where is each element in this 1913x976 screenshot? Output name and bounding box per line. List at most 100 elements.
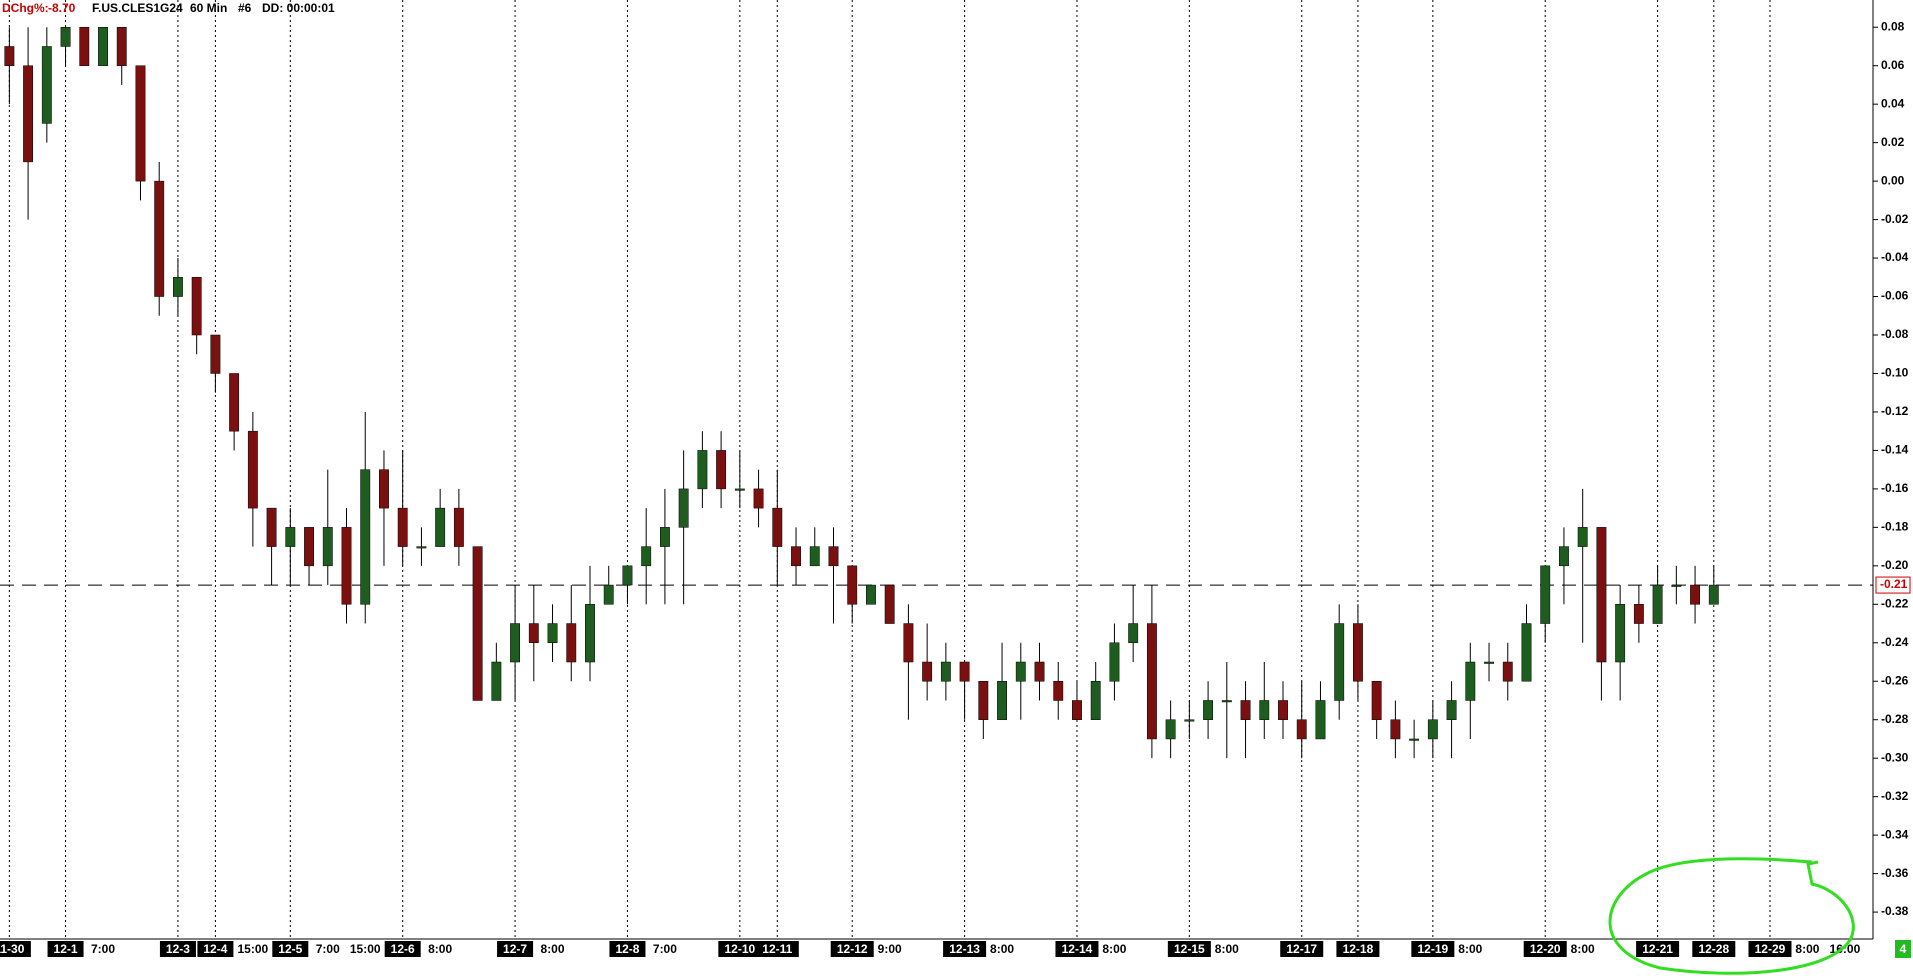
candle-body bbox=[397, 507, 408, 547]
x-tick-label: 12-20 bbox=[1530, 942, 1561, 956]
candle-body bbox=[491, 661, 502, 701]
candle-body bbox=[622, 565, 633, 586]
candle-body bbox=[154, 180, 165, 297]
candle-body bbox=[884, 584, 895, 624]
candle-body bbox=[528, 623, 539, 644]
candle-body bbox=[659, 527, 670, 547]
status: 4 bbox=[1900, 942, 1907, 956]
x-tick-label: 8:00 bbox=[1215, 942, 1239, 956]
candle-body bbox=[1502, 661, 1513, 682]
x-tick-label: 12-28 bbox=[1698, 942, 1729, 956]
y-tick-label: -0.22 bbox=[1881, 596, 1909, 610]
date-label-box bbox=[718, 941, 762, 957]
x-tick-label: 8:00 bbox=[1458, 942, 1482, 956]
candle-body bbox=[1053, 680, 1064, 701]
candle-body bbox=[23, 65, 34, 163]
grid-layer bbox=[0, 0, 1873, 939]
candle-body bbox=[229, 373, 240, 432]
y-tick-label: -0.32 bbox=[1881, 789, 1909, 803]
x-tick-label: 8:00 bbox=[1571, 942, 1595, 956]
candle-body bbox=[1090, 680, 1101, 720]
y-tick-label: 0.02 bbox=[1881, 135, 1905, 149]
x-tick-label: 9:00 bbox=[878, 942, 902, 956]
x-tick-label: 12-6 bbox=[391, 942, 415, 956]
candle-body bbox=[1409, 738, 1420, 741]
candle-body bbox=[285, 527, 296, 547]
x-tick-label: 8:00 bbox=[541, 942, 565, 956]
x-tick-label: 7:00 bbox=[91, 942, 115, 956]
x-tick-label: 12-13 bbox=[949, 942, 980, 956]
y-tick-label: -0.34 bbox=[1881, 827, 1909, 841]
last-price-box bbox=[1875, 576, 1911, 594]
date-label-box bbox=[159, 941, 196, 957]
y-tick-label: 0.06 bbox=[1881, 58, 1905, 72]
chart-number: #6 bbox=[238, 1, 252, 15]
candle-body bbox=[79, 26, 90, 66]
interval: 60 Min bbox=[190, 1, 227, 15]
symbol: F.US.CLES1G24 bbox=[92, 1, 183, 15]
date-label-box bbox=[384, 941, 421, 957]
candle-body bbox=[135, 65, 146, 182]
candles-layer bbox=[4, 26, 1719, 759]
x-tick-label: 12-19 bbox=[1417, 942, 1448, 956]
candle-body bbox=[1184, 719, 1195, 722]
last-price-label: -0.21 bbox=[1880, 577, 1908, 591]
candle-body bbox=[1427, 719, 1438, 740]
candle-body bbox=[585, 604, 595, 663]
candle-body bbox=[41, 46, 52, 124]
candle-body bbox=[1371, 680, 1382, 720]
x-tick-label: 12-4 bbox=[203, 942, 227, 956]
y-tick-label: -0.08 bbox=[1881, 327, 1909, 341]
candle-body bbox=[60, 26, 71, 47]
x-tick-label: 12-3 bbox=[166, 942, 190, 956]
change-value: -8.70 bbox=[48, 1, 76, 15]
candle-body bbox=[1596, 527, 1607, 663]
dd-timer: DD: 00:00:01 bbox=[262, 1, 335, 15]
date-label-box bbox=[1055, 941, 1099, 957]
candle-body bbox=[1484, 661, 1494, 664]
candle-body bbox=[1034, 661, 1045, 682]
candle-body bbox=[1109, 642, 1120, 682]
y-tick-label: -0.18 bbox=[1881, 520, 1909, 534]
candle-body bbox=[322, 527, 333, 567]
y-tick-label: -0.16 bbox=[1881, 481, 1909, 495]
x-tick-label: 15:00 bbox=[350, 942, 381, 956]
candle-body bbox=[1240, 700, 1251, 720]
candle-body bbox=[304, 527, 314, 567]
x-tick-label: 12-7 bbox=[503, 942, 527, 956]
y-tick-label: 0.08 bbox=[1881, 19, 1905, 33]
candle-body bbox=[866, 584, 876, 605]
candle-body bbox=[1671, 584, 1682, 587]
x-tick-label: 12-11 bbox=[762, 942, 792, 956]
candle-body bbox=[1015, 661, 1026, 682]
candle-body bbox=[1165, 719, 1176, 740]
y-tick-label: -0.14 bbox=[1881, 443, 1909, 457]
x-tick-label: 12-1 bbox=[54, 942, 78, 956]
candle-body bbox=[1146, 623, 1157, 740]
candle-body bbox=[98, 26, 108, 66]
candle-body bbox=[547, 623, 558, 644]
y-tick-label: -0.12 bbox=[1881, 404, 1909, 418]
x-tick-label: 8:00 bbox=[1795, 942, 1819, 956]
x-tick-label: 12-8 bbox=[615, 942, 639, 956]
candle-body bbox=[173, 277, 183, 297]
candle-body bbox=[116, 26, 127, 66]
candle-body bbox=[978, 680, 989, 720]
candle-body bbox=[360, 469, 371, 605]
candle-body bbox=[809, 546, 820, 567]
candle-body bbox=[341, 527, 352, 605]
date-label-box bbox=[47, 941, 84, 957]
candle-body bbox=[959, 661, 970, 682]
candle-body bbox=[1708, 584, 1719, 605]
candle-body bbox=[1221, 700, 1232, 703]
candle-body bbox=[734, 488, 745, 491]
candle-body bbox=[4, 46, 15, 66]
y-tick-label: -0.26 bbox=[1881, 673, 1909, 687]
candle-body bbox=[697, 450, 708, 490]
candle-body bbox=[1615, 604, 1626, 663]
date-label-box bbox=[197, 941, 234, 957]
x-tick-label: 7:00 bbox=[316, 942, 340, 956]
date-label-box bbox=[1523, 941, 1567, 957]
candle-body bbox=[641, 546, 652, 567]
